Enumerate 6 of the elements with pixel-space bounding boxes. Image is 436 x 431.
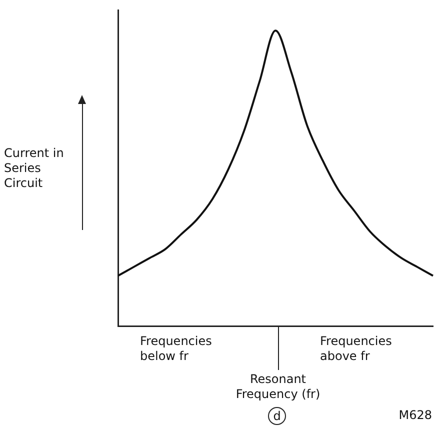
y-axis-title: Current in Series Circuit bbox=[4, 146, 65, 191]
text: Resonant Frequency (fr) bbox=[234, 372, 322, 402]
text: Frequencies below fr bbox=[140, 334, 213, 364]
text: M628 bbox=[398, 408, 432, 423]
text: d bbox=[268, 407, 286, 425]
text: Frequencies above fr bbox=[320, 334, 393, 364]
